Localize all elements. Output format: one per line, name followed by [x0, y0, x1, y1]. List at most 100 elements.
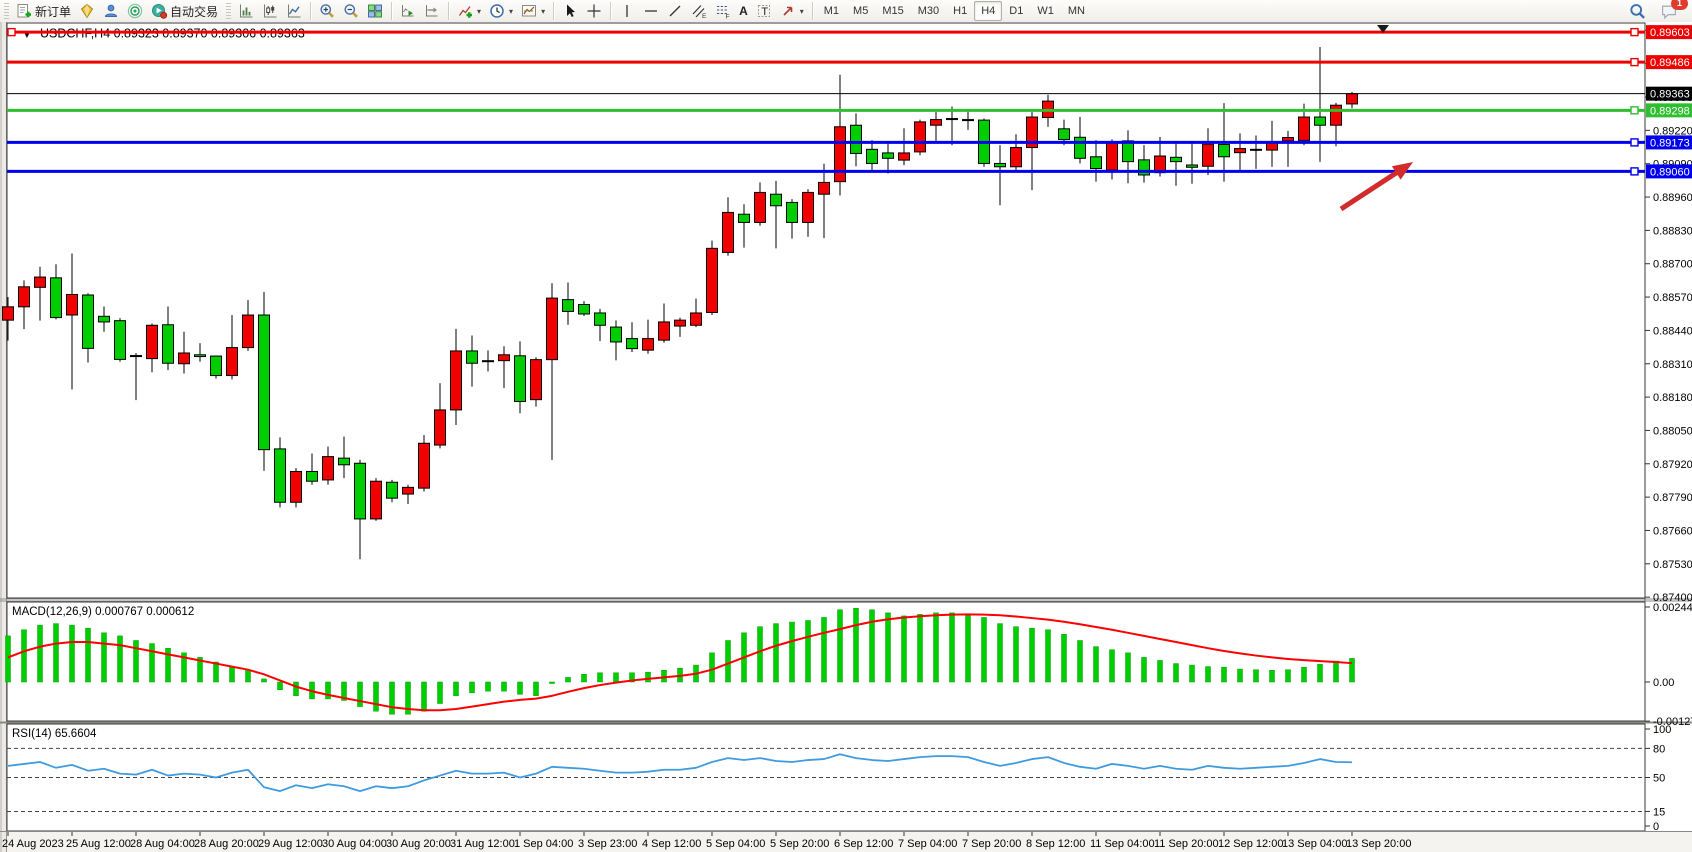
macd-pane[interactable]: MACD(12,26,9) 0.000767 0.000612 0.00244 0.…: [5, 602, 1692, 728]
chart-shift-button[interactable]: [420, 1, 444, 21]
candle-body: [290, 470, 302, 503]
price-tick-label: 0.87920: [1653, 459, 1692, 471]
macd-bar: [133, 640, 139, 683]
macd-bar: [245, 669, 251, 683]
templates-button[interactable]: ▾: [517, 1, 549, 21]
metaeditor-button[interactable]: [75, 1, 99, 21]
tf-button-H1[interactable]: H1: [953, 5, 968, 17]
hline-endpoint-marker[interactable]: [7, 27, 16, 37]
notifications-button[interactable]: 1: [1656, 0, 1688, 21]
time-tick-label: 25 Aug 12:00: [66, 838, 131, 850]
macd-bar: [197, 657, 203, 683]
tf-button-M15[interactable]: M15: [882, 5, 904, 17]
horizontal-lines[interactable]: [7, 27, 1645, 176]
macd-bar: [853, 607, 859, 683]
cursor-button[interactable]: [558, 1, 582, 21]
autotrading-button[interactable]: 自动交易: [147, 1, 222, 21]
candlestick-chart-button[interactable]: [258, 1, 282, 21]
zoom-in-button[interactable]: [315, 1, 339, 21]
text-label-button[interactable]: T: [752, 1, 776, 21]
text-tool-button[interactable]: A: [735, 1, 752, 21]
macd-bar: [901, 615, 907, 683]
candle-body: [1202, 143, 1214, 167]
fibonacci-button[interactable]: F: [711, 1, 735, 21]
community-button[interactable]: [99, 1, 123, 21]
price-tick-label: 0.87400: [1653, 592, 1692, 604]
bar-chart-button[interactable]: [234, 1, 258, 21]
rsi-pane[interactable]: RSI(14) 65.6604 100 80 50 15 0: [7, 724, 1671, 833]
svg-text:0.89603: 0.89603: [1650, 27, 1690, 39]
line-chart-icon: [286, 3, 302, 19]
search-button[interactable]: [1625, 1, 1650, 21]
zoom-out-button[interactable]: [339, 1, 363, 21]
hline-endpoint-marker[interactable]: [1630, 27, 1639, 37]
market-signals-button[interactable]: [123, 1, 147, 21]
candle-body: [386, 481, 398, 499]
svg-text:0.89298: 0.89298: [1650, 105, 1690, 117]
candle-body: [1234, 148, 1246, 154]
auto-scroll-button[interactable]: [396, 1, 420, 21]
candle-body: [66, 294, 78, 316]
channel-button[interactable]: E: [687, 1, 711, 21]
time-tick-label: 28 Aug 04:00: [130, 838, 195, 850]
tile-windows-button[interactable]: [363, 1, 387, 21]
hline-endpoint-marker[interactable]: [1630, 106, 1639, 115]
chart-shift-marker-icon[interactable]: [1377, 25, 1389, 33]
macd-bar: [805, 620, 811, 683]
candle-body: [274, 448, 286, 503]
toolbar-separator: [391, 2, 393, 20]
macd-bar: [1141, 657, 1147, 683]
line-chart-button[interactable]: [282, 1, 306, 21]
candle-body: [146, 324, 158, 360]
tf-button-M5[interactable]: M5: [853, 5, 869, 17]
tf-button-D1[interactable]: D1: [1009, 5, 1024, 17]
trendline-button[interactable]: [663, 1, 687, 21]
chart-canvas[interactable]: ▼USDCHF,H4 0.89323 0.89370 0.89306 0.893…: [0, 22, 1692, 852]
time-tick-label: 13 Sep 20:00: [1346, 838, 1411, 850]
tf-button-M30[interactable]: M30: [917, 5, 940, 17]
window-left-edge: [0, 22, 6, 852]
candle-body: [82, 294, 94, 349]
tf-button-W1[interactable]: W1: [1037, 5, 1054, 17]
vertical-line-button[interactable]: [615, 1, 639, 21]
price-tick-label: 0.88310: [1653, 359, 1692, 371]
time-axis[interactable]: 24 Aug 2023 25 Aug 12:00 28 Aug 04:00 28 Au…: [2, 832, 1411, 850]
macd-bar: [101, 632, 107, 683]
annotation-arrow[interactable]: [1339, 162, 1413, 212]
indicators-button[interactable]: ▾: [453, 1, 485, 21]
one-click-trading-arrow-icon[interactable]: ▼: [22, 30, 32, 41]
tf-button-M1[interactable]: M1: [823, 5, 840, 17]
hline-endpoint-marker[interactable]: [1630, 167, 1639, 176]
candle-body: [898, 152, 910, 161]
macd-bar: [1013, 626, 1019, 683]
tf-button-MN[interactable]: MN: [1067, 5, 1085, 17]
crosshair-button[interactable]: [582, 1, 606, 21]
cursor-arrow-icon: [562, 3, 578, 19]
equidistant-channel-icon: E: [691, 3, 707, 19]
crosshair-icon: [586, 3, 602, 19]
candle-body: [242, 314, 254, 349]
periods-button[interactable]: ▾: [485, 1, 517, 21]
time-tick-label: 29 Aug 12:00: [258, 838, 323, 850]
macd-bar: [1077, 640, 1083, 683]
arrows-tool-button[interactable]: ▾: [776, 1, 808, 21]
time-tick-label: 30 Aug 04:00: [322, 838, 387, 850]
candle-body: [306, 470, 318, 482]
new-order-button[interactable]: 新订单: [12, 1, 75, 21]
macd-bar: [629, 672, 635, 683]
hline-endpoint-marker[interactable]: [1630, 57, 1639, 67]
candle-body: [770, 193, 782, 207]
candle-body: [1058, 128, 1070, 141]
macd-bar: [293, 681, 299, 697]
tf-button-H4[interactable]: H4: [974, 1, 1003, 21]
macd-bar: [869, 609, 875, 683]
horizontal-line-button[interactable]: [639, 1, 663, 21]
zoom-out-icon: [343, 3, 359, 19]
candle-body: [130, 355, 142, 358]
hline-endpoint-marker[interactable]: [1630, 138, 1639, 147]
candle-body: [1170, 156, 1182, 163]
macd-bar: [821, 617, 827, 683]
time-tick-label: 5 Sep 20:00: [770, 838, 829, 850]
price-tick-label: 0.89220: [1653, 125, 1692, 137]
